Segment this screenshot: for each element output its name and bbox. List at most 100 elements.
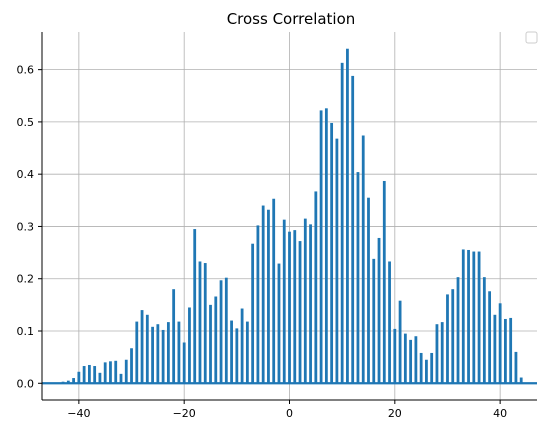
bar	[403, 333, 407, 384]
bar	[214, 296, 218, 384]
bar	[156, 324, 160, 384]
bar	[282, 219, 286, 384]
bar	[514, 351, 518, 384]
bar	[256, 225, 260, 384]
bar	[430, 352, 434, 384]
bar	[87, 364, 91, 384]
bar	[61, 381, 65, 384]
bar	[482, 277, 486, 384]
bar	[235, 328, 239, 384]
bar	[367, 197, 370, 384]
bar	[245, 321, 249, 384]
bar	[188, 307, 191, 384]
bar	[477, 251, 481, 384]
x-tick-label: 40	[493, 407, 507, 420]
bar	[293, 230, 297, 384]
bar	[409, 339, 413, 384]
bar	[425, 359, 428, 384]
bar	[198, 261, 202, 384]
bar	[298, 241, 302, 384]
bar	[240, 308, 244, 384]
bar	[393, 328, 397, 384]
bar	[504, 318, 507, 384]
bar	[451, 289, 455, 384]
tick-labels: −40 −20 0 20 40 0.0 0.1 0.2 0.3 0.4 0.5 0.6	[17, 64, 508, 420]
bar	[419, 352, 423, 384]
bar	[377, 237, 381, 384]
bar	[382, 180, 386, 384]
bar	[114, 360, 118, 384]
y-tick-label: 0.2	[17, 273, 35, 286]
bar	[193, 229, 197, 384]
bar	[82, 366, 86, 384]
x-tick-label: −20	[173, 407, 196, 420]
bar	[314, 191, 318, 384]
bar	[135, 321, 139, 384]
bar	[151, 326, 154, 384]
bar	[219, 280, 223, 384]
bar	[288, 231, 291, 384]
bar	[109, 361, 112, 384]
bar	[72, 378, 75, 384]
bar	[267, 209, 270, 384]
bar	[124, 359, 128, 384]
bar	[461, 249, 465, 384]
bar	[319, 110, 323, 384]
bar	[519, 377, 523, 384]
bar	[140, 310, 144, 384]
bar	[230, 320, 233, 384]
bar	[182, 342, 186, 384]
x-tick-label: 0	[286, 407, 293, 420]
bar	[177, 321, 181, 384]
bar	[277, 263, 281, 384]
bar	[346, 48, 349, 384]
bar	[330, 122, 334, 384]
bar	[303, 218, 307, 384]
bar	[261, 205, 265, 384]
bar	[388, 261, 391, 384]
x-tick-label: 20	[388, 407, 402, 420]
bar-series	[42, 48, 537, 385]
bar	[309, 224, 312, 384]
y-tick-label: 0.1	[17, 325, 35, 338]
x-tick-label: −40	[67, 407, 90, 420]
bar	[224, 277, 228, 384]
bar	[440, 322, 444, 384]
bar	[77, 371, 81, 384]
bar	[467, 249, 470, 384]
bar	[509, 317, 513, 384]
bar	[398, 300, 402, 384]
y-tick-label: 0.6	[17, 64, 35, 77]
y-tick-label: 0.3	[17, 220, 35, 233]
bar	[119, 373, 123, 384]
bar	[203, 263, 207, 384]
bar	[372, 258, 376, 384]
bar	[93, 366, 97, 384]
bar	[161, 329, 165, 384]
bar	[145, 314, 149, 384]
bar	[251, 243, 255, 384]
bar	[493, 314, 497, 384]
y-tick-label: 0.0	[17, 377, 35, 390]
bar	[472, 251, 476, 384]
bar	[272, 198, 276, 384]
y-tick-label: 0.5	[17, 116, 35, 129]
bar	[351, 75, 355, 384]
bar	[335, 138, 339, 384]
bar	[356, 172, 360, 384]
bar	[446, 294, 449, 384]
axes	[38, 32, 537, 404]
bar	[340, 62, 344, 384]
bar	[324, 108, 328, 384]
bar	[103, 362, 107, 384]
bar	[498, 303, 502, 384]
bar	[172, 289, 176, 384]
bar	[414, 336, 418, 384]
y-tick-label: 0.4	[17, 168, 35, 181]
chart-title: Cross Correlation	[227, 10, 356, 28]
bar	[130, 348, 133, 384]
bar	[166, 322, 170, 384]
bar	[488, 291, 492, 384]
